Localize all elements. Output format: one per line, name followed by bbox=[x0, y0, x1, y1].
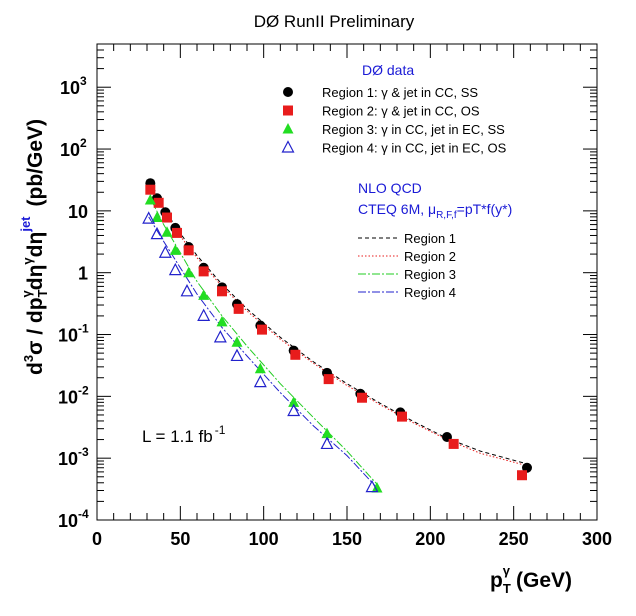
x-tick-label: 100 bbox=[249, 529, 279, 549]
data-point-region-3 bbox=[183, 266, 195, 278]
data-point-region-2 bbox=[448, 438, 459, 449]
data-points bbox=[142, 178, 532, 493]
theory-line-region-1 bbox=[149, 181, 531, 466]
y-tick-labels: 10-4 10-3 10-2 10-1 1 10 102 103 bbox=[58, 74, 89, 531]
chart-title: DØ RunII Preliminary bbox=[254, 12, 415, 31]
legend-label-region-4: Region 4: γ in CC, jet in EC, OS bbox=[322, 141, 507, 156]
y-tick-label: 103 bbox=[60, 74, 87, 98]
data-point-region-2 bbox=[233, 303, 244, 314]
x-tick-label: 150 bbox=[332, 529, 362, 549]
data-point-region-3 bbox=[198, 289, 210, 300]
data-point-region-4 bbox=[287, 403, 301, 417]
data-point-region-2 bbox=[153, 197, 164, 208]
data-point-region-2 bbox=[357, 392, 367, 403]
data-point-region-3 bbox=[288, 396, 300, 407]
data-point-region-3 bbox=[216, 315, 228, 327]
y-tick-label: 10 bbox=[68, 202, 88, 222]
data-point-region-3 bbox=[151, 211, 163, 223]
legend-label-region-3: Region 3: γ in CC, jet in EC, SS bbox=[322, 122, 505, 137]
data-point-region-2 bbox=[517, 470, 527, 481]
data-point-region-4 bbox=[180, 284, 194, 297]
theory-legend-title: NLO QCD bbox=[358, 180, 422, 196]
theory-line-region-2 bbox=[149, 183, 531, 468]
legend-marker-region-1 bbox=[283, 87, 293, 97]
data-point-region-2 bbox=[162, 212, 172, 223]
x-axis-label: pTγ (GeV) bbox=[490, 563, 572, 596]
data-point-region-2 bbox=[172, 227, 182, 238]
data-point-region-4 bbox=[158, 245, 172, 258]
axis-ticks bbox=[96, 43, 598, 521]
data-point-region-2 bbox=[257, 324, 267, 335]
legend-marker-region-2 bbox=[283, 105, 293, 116]
x-tick-label: 200 bbox=[415, 529, 445, 549]
data-point-region-3 bbox=[169, 244, 181, 255]
data-point-region-3 bbox=[144, 193, 156, 205]
legend-marker-region-4 bbox=[281, 140, 295, 153]
y-tick-label: 10-1 bbox=[58, 322, 89, 346]
legend-label-region-1: Region 1 bbox=[404, 231, 456, 246]
y-tick-label: 10-2 bbox=[58, 383, 89, 407]
data-point-region-3 bbox=[321, 427, 333, 439]
data-point-region-3 bbox=[231, 336, 243, 347]
data-point-region-4 bbox=[142, 211, 156, 224]
data-point-region-4 bbox=[197, 308, 211, 322]
y-tick-label: 10-3 bbox=[58, 445, 89, 469]
data-point-region-4 bbox=[150, 226, 164, 240]
data-point-region-2 bbox=[217, 286, 227, 297]
y-tick-label: 1 bbox=[78, 264, 88, 284]
data-legend: Region 1: γ & jet in CC, SS Region 2: γ &… bbox=[281, 85, 507, 156]
data-point-region-4 bbox=[213, 330, 227, 343]
data-point-region-2 bbox=[397, 411, 407, 422]
data-point-region-2 bbox=[183, 245, 194, 256]
theory-legend-subtitle: CTEQ 6M, μR,F,f=pT*f(y*) bbox=[358, 201, 512, 221]
data-point-region-2 bbox=[290, 349, 301, 360]
y-tick-label: 10-4 bbox=[58, 507, 89, 531]
data-point-region-4 bbox=[253, 374, 267, 388]
y-tick-label: 102 bbox=[60, 136, 87, 160]
data-point-region-4 bbox=[320, 436, 334, 450]
x-tick-label: 0 bbox=[92, 529, 102, 549]
data-point-region-3 bbox=[371, 481, 383, 493]
data-point-region-2 bbox=[145, 184, 156, 195]
data-point-region-4 bbox=[230, 348, 244, 362]
x-tick-label: 300 bbox=[582, 529, 612, 549]
data-legend-title: DØ data bbox=[362, 62, 414, 78]
data-point-region-3 bbox=[254, 362, 266, 374]
x-tick-labels: 0 50 100 150 200 250 300 bbox=[92, 529, 612, 549]
x-tick-label: 50 bbox=[170, 529, 190, 549]
x-tick-label: 250 bbox=[499, 529, 529, 549]
theory-legend: Region 1 Region 2 Region 3 Region 4 bbox=[358, 231, 456, 300]
data-point-region-4 bbox=[365, 479, 379, 493]
legend-label-region-2: Region 2 bbox=[404, 249, 456, 264]
y-axis-label: d3σ / dpTγdηγdηjet(pb/GeV) bbox=[18, 119, 50, 375]
data-point-region-4 bbox=[168, 262, 182, 276]
legend-label-region-3: Region 3 bbox=[404, 267, 456, 282]
data-point-region-2 bbox=[198, 266, 209, 277]
data-point-region-2 bbox=[323, 374, 334, 385]
legend-label-region-4: Region 4 bbox=[404, 285, 456, 300]
legend-label-region-1: Region 1: γ & jet in CC, SS bbox=[322, 85, 478, 100]
legend-label-region-2: Region 2: γ & jet in CC, OS bbox=[322, 104, 480, 119]
legend-marker-region-3 bbox=[282, 123, 294, 134]
data-point-region-3 bbox=[161, 226, 173, 237]
luminosity-label: L = 1.1 fb -1 bbox=[142, 423, 226, 446]
